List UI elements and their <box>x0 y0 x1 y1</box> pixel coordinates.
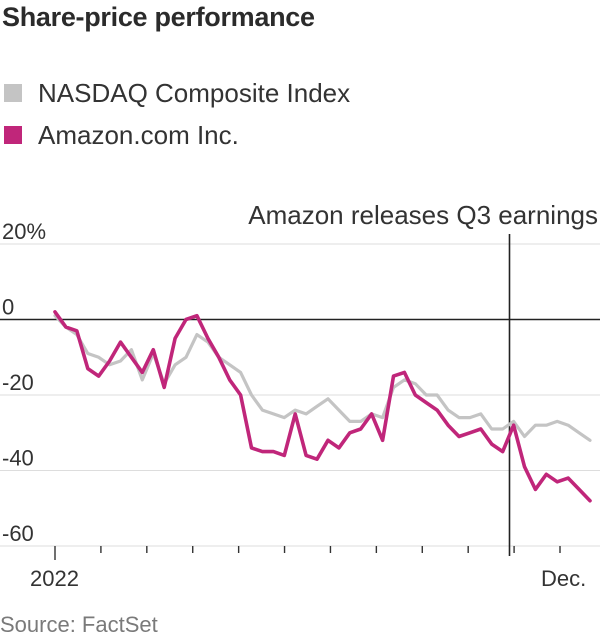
y-axis-tick-labels: 20% 0 -20 -40 -60 <box>2 219 46 546</box>
legend: NASDAQ Composite Index Amazon.com Inc. <box>4 72 350 156</box>
x-tick-label: 2022 <box>30 566 79 591</box>
y-tick-label: 20% <box>2 219 46 244</box>
series-line-nasdaq <box>53 314 592 442</box>
x-tick-label: Dec. <box>541 566 586 591</box>
x-axis: 2022 Dec. <box>30 546 586 591</box>
grid-lines <box>0 243 600 547</box>
y-tick-label: -60 <box>2 521 34 546</box>
legend-swatch-amazon <box>4 126 22 144</box>
legend-label-nasdaq: NASDAQ Composite Index <box>38 77 351 108</box>
series-line-amazon <box>53 310 592 503</box>
legend-item-amazon: Amazon.com Inc. <box>4 114 350 156</box>
earnings-event-marker: Amazon releases Q3 earnings <box>248 200 598 556</box>
chart-title: Share-price performance <box>2 2 315 32</box>
legend-swatch-nasdaq <box>4 84 22 102</box>
legend-label-amazon: Amazon.com Inc. <box>38 119 239 150</box>
y-tick-label: 0 <box>2 295 14 320</box>
event-label: Amazon releases Q3 earnings <box>248 200 598 230</box>
legend-item-nasdaq: NASDAQ Composite Index <box>4 72 350 114</box>
series-lines <box>53 310 592 503</box>
source-note: Source: FactSet <box>0 612 158 637</box>
y-tick-label: -20 <box>2 370 34 395</box>
y-tick-label: -40 <box>2 446 34 471</box>
